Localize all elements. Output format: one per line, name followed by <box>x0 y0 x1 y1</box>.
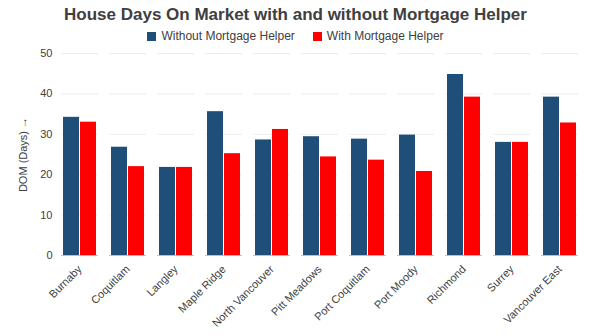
svg-text:50: 50 <box>40 47 52 59</box>
html-text:With Mortgage Helper: With Mortgage Helper <box>326 29 444 43</box>
svg-text:0: 0 <box>46 249 52 261</box>
svg-text:40: 40 <box>40 87 52 99</box>
html-text:House Days On Market with and: House Days On Market with and without Mo… <box>64 5 527 24</box>
svg-text:20: 20 <box>40 168 52 180</box>
svg-text:Maple Ridge: Maple Ridge <box>176 263 228 315</box>
svg-text:10: 10 <box>40 209 52 221</box>
svg-text:Port Coquitlam: Port Coquitlam <box>312 263 372 323</box>
svg-text:Coquitlam: Coquitlam <box>88 263 132 307</box>
svg-text:Vancouver East: Vancouver East <box>501 263 564 326</box>
svg-text:North Vancouver: North Vancouver <box>210 263 277 330</box>
svg-text:DOM (Days) →: DOM (Days) → <box>17 117 29 192</box>
svg-text:30: 30 <box>40 128 52 140</box>
svg-text:Pitt Meadows: Pitt Meadows <box>268 262 324 318</box>
svg-text:Surrey: Surrey <box>485 262 517 294</box>
svg-text:Port Moody: Port Moody <box>372 262 421 311</box>
html-text:Without Mortgage Helper: Without Mortgage Helper <box>161 29 295 43</box>
svg-text:Richmond: Richmond <box>424 263 468 307</box>
svg-text:Burnaby: Burnaby <box>46 262 84 300</box>
svg-text:Langley: Langley <box>144 262 180 298</box>
